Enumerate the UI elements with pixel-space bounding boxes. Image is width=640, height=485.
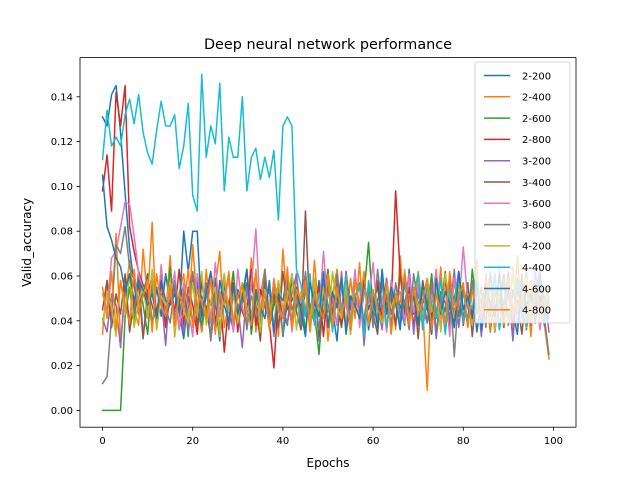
legend-label-3-400: 3-400 [522,178,551,189]
legend-label-2-400: 2-400 [522,93,551,104]
legend-label-2-800: 2-800 [522,135,551,146]
series-layer [101,73,550,412]
legend-label-3-200: 3-200 [522,157,551,168]
legend-label-2-600: 2-600 [522,114,551,125]
y-tick-label: 0.10 [51,182,73,193]
y-tick-label: 0.00 [51,406,73,417]
y-tick-label: 0.12 [51,137,73,148]
x-axis-label: Epochs [307,456,350,470]
legend: 2-200 2-400 2-600 2-800 3-200 3-400 3-600 3-800… [474,61,571,324]
legend-label-2-200: 2-200 [522,71,551,82]
y-tick-label: 0.14 [51,92,73,103]
x-tick-label: 100 [544,436,563,447]
x-tick-label: 80 [457,436,470,447]
legend-box [474,61,571,324]
y-axis: 0.00 0.02 0.04 0.06 0.08 0.10 0.12 0.14 [51,92,80,417]
x-tick-label: 0 [99,436,105,447]
legend-label-4-600: 4-600 [522,284,551,295]
y-axis-label: Valid_accuracy [20,198,34,287]
chart-title: Deep neural network performance [204,37,452,53]
x-tick-label: 40 [277,436,290,447]
legend-label-4-800: 4-800 [522,306,551,317]
legend-label-4-400: 4-400 [522,263,551,274]
x-tick-label: 20 [186,436,199,447]
legend-label-3-600: 3-600 [522,199,551,210]
plot-frame [79,57,577,428]
y-tick-label: 0.04 [51,316,73,327]
series-line-4-800 [101,268,550,335]
legend-label-3-800: 3-800 [522,220,551,231]
y-tick-label: 0.06 [51,272,73,283]
y-tick-label: 0.02 [51,361,73,372]
y-tick-label: 0.08 [51,227,73,238]
x-axis: 0 20 40 60 80 100 [99,427,563,447]
x-tick-label: 60 [367,436,380,447]
legend-label-4-200: 4-200 [522,242,551,253]
